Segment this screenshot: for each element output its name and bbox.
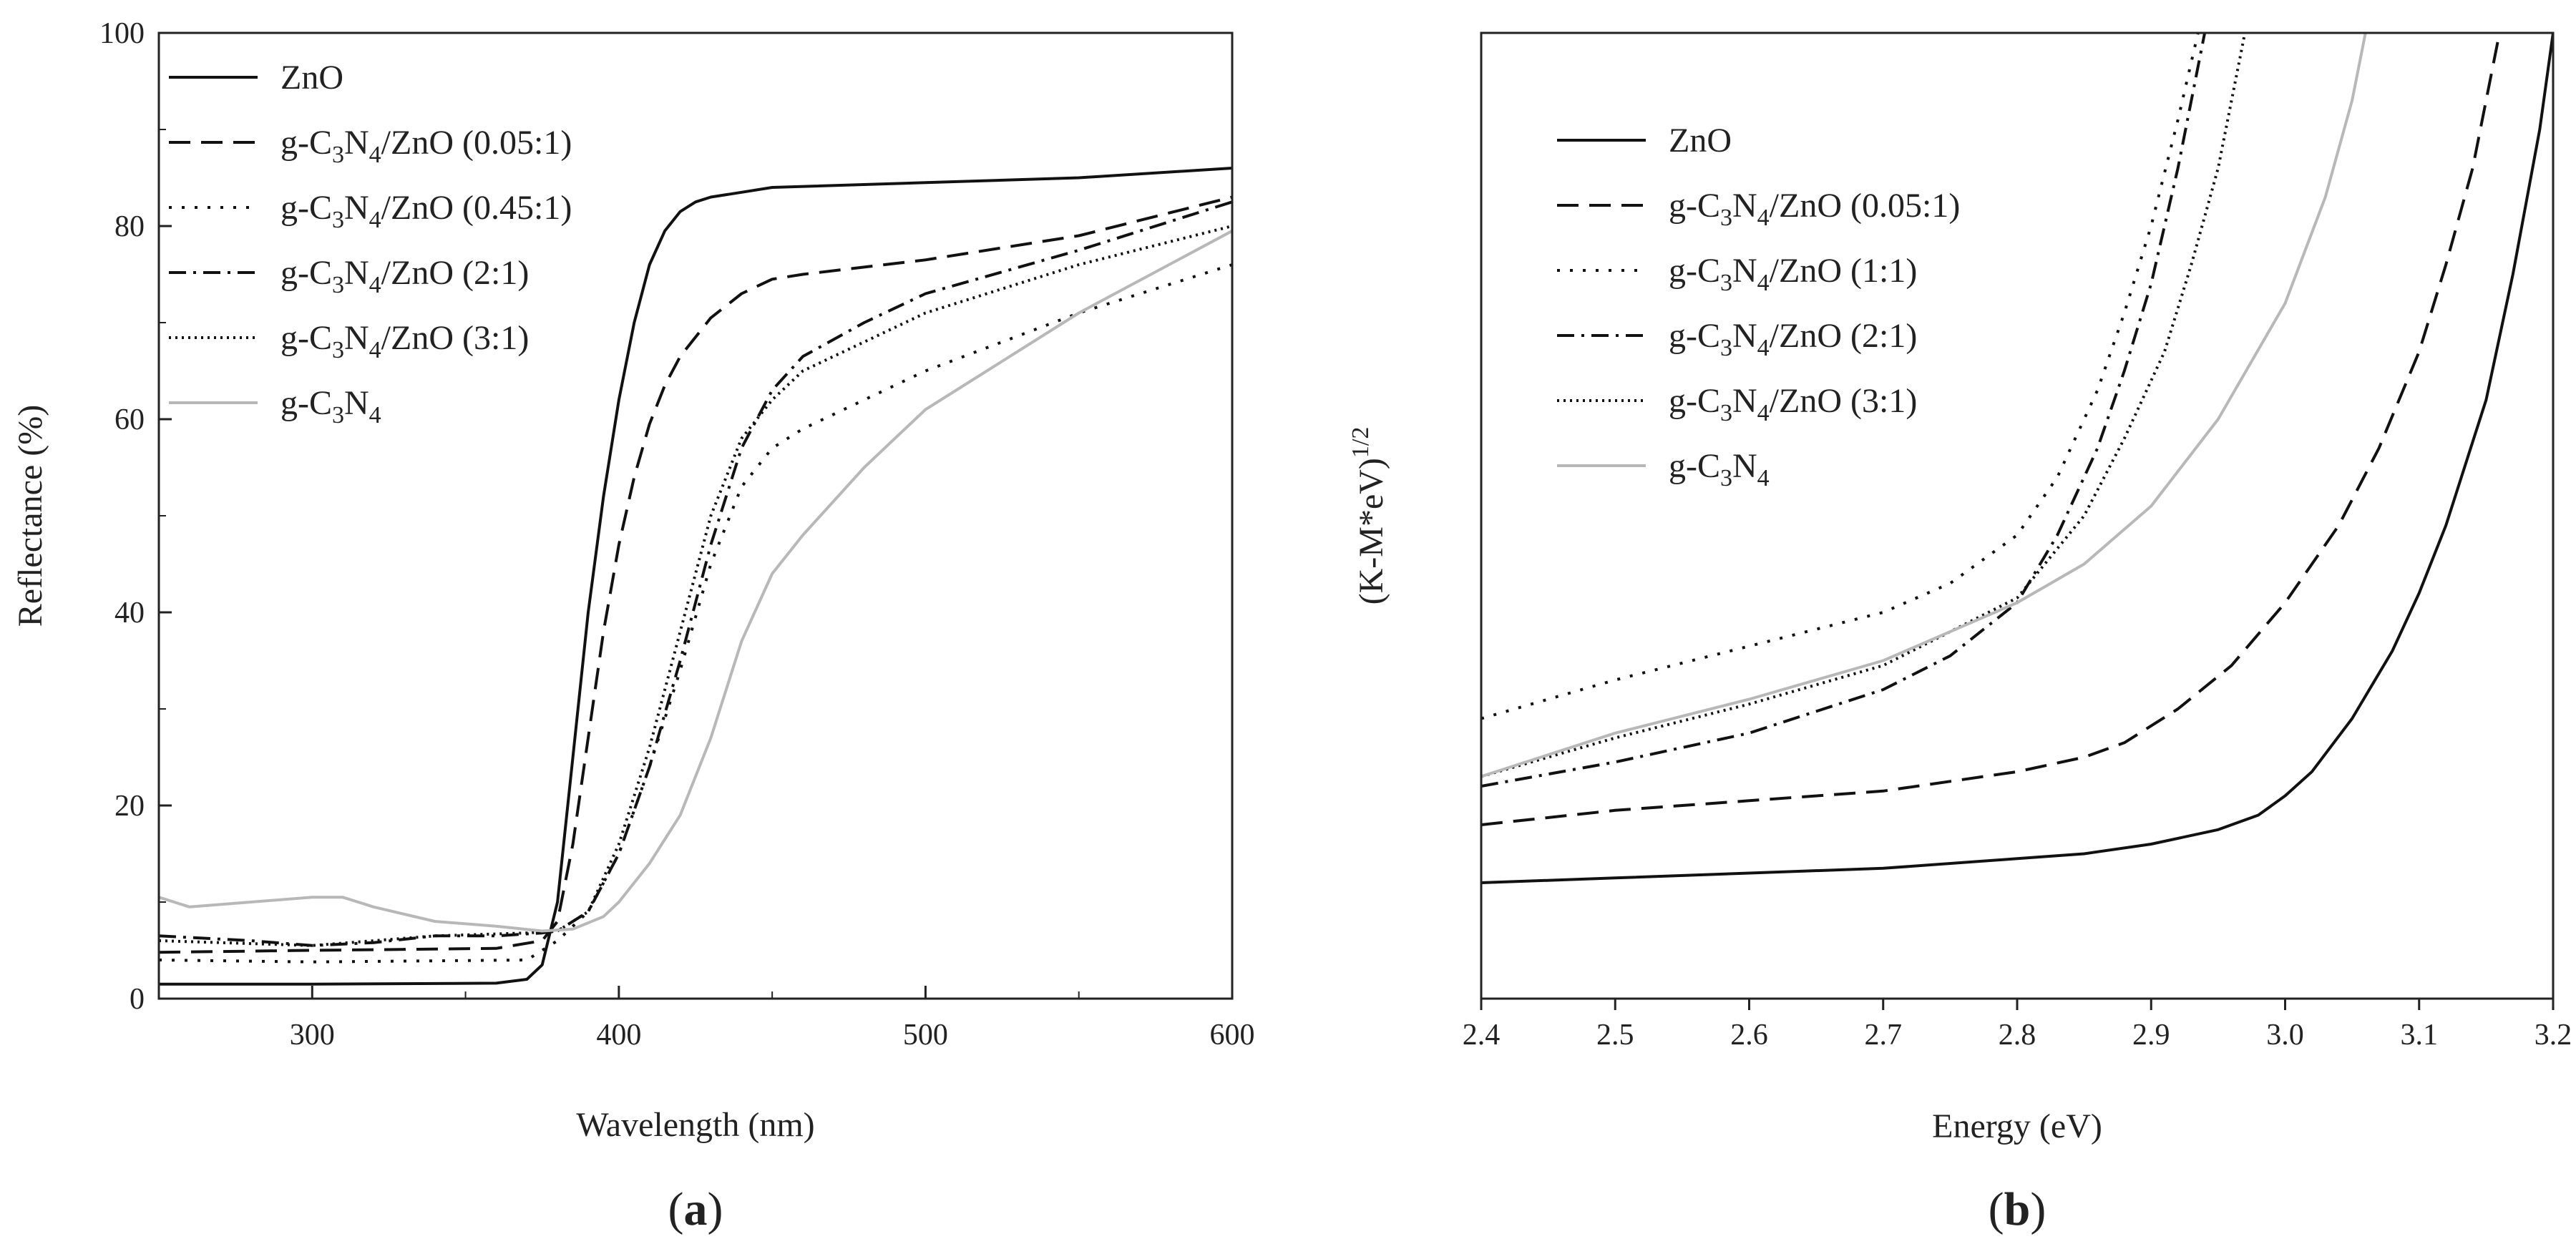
legend: ZnO g-C3N4/ZnO (0.05:1) g-C3N4/ZnO (0.45:1… <box>169 59 572 428</box>
y-axis-title: (K-M*eV)1/2 <box>1347 427 1390 605</box>
series-line-5 <box>1481 33 2247 778</box>
panel-label: (a) <box>668 1183 723 1235</box>
x-tick-label: 2.8 <box>1999 1019 2036 1052</box>
x-tick-label: 3.1 <box>2401 1019 2439 1052</box>
legend-label-3: g-C3N4/ZnO (1:1) <box>1669 252 1917 296</box>
x-tick-label: 600 <box>1210 1019 1255 1052</box>
series-line-4 <box>159 200 1232 947</box>
x-tick-label: 2.6 <box>1730 1019 1768 1052</box>
y-axis-title: Reflectance (%) <box>11 405 49 627</box>
series-line-2 <box>1481 33 2502 826</box>
legend-label-5: g-C3N4/ZnO (3:1) <box>1669 382 1917 426</box>
x-tick-label: 300 <box>290 1019 335 1052</box>
legend-label-2: g-C3N4/ZnO (0.05:1) <box>1669 187 1960 231</box>
legend-label-5: g-C3N4/ZnO (3:1) <box>280 319 529 363</box>
legend-label-1: ZnO <box>280 59 343 97</box>
series-line-1 <box>1481 33 2553 884</box>
series-group <box>1481 33 2553 884</box>
legend-label-6: g-C3N4 <box>1669 447 1770 491</box>
x-tick-label: 3.2 <box>2534 1019 2572 1052</box>
legend-label-4: g-C3N4/ZnO (2:1) <box>1669 317 1917 361</box>
chart-panel-a: 300 400 500 600 0 20 40 60 80 100 Wavelength (nm) R… <box>11 17 1255 1235</box>
y-tick-label: 20 <box>114 790 145 823</box>
legend-label-1: ZnO <box>1669 122 1732 160</box>
x-axis-title: Wavelength (nm) <box>576 1106 814 1144</box>
x-tick-label: 2.9 <box>2132 1019 2170 1052</box>
panel-label: (b) <box>1989 1183 2046 1235</box>
legend-label-6: g-C3N4 <box>280 384 381 428</box>
x-tick-label: 2.7 <box>1865 1019 1903 1052</box>
series-line-4 <box>1481 33 2207 788</box>
series-line-6 <box>1481 33 2367 778</box>
series-line-3 <box>159 263 1232 964</box>
legend-label-3: g-C3N4/ZnO (0.45:1) <box>280 189 572 233</box>
legend-label-2: g-C3N4/ZnO (0.05:1) <box>280 124 572 168</box>
plot-frame <box>1480 31 2555 1000</box>
series-line-2 <box>159 195 1232 954</box>
x-tick-label: 2.5 <box>1596 1019 1634 1052</box>
y-tick-label: 0 <box>130 983 145 1016</box>
y-tick-label: 80 <box>114 210 145 243</box>
legend-label-4: g-C3N4/ZnO (2:1) <box>280 254 529 298</box>
series-line-6 <box>159 230 1232 933</box>
y-tick-label: 40 <box>114 597 145 630</box>
x-tick-label: 400 <box>596 1019 641 1052</box>
series-line-3 <box>1481 33 2200 720</box>
series-line-5 <box>159 225 1232 947</box>
chart-panel-b: 2.4 2.5 2.6 2.7 2.8 2.9 3.0 3.1 3.2 Energy (eV) (K… <box>1347 31 2572 1235</box>
legend: ZnO g-C3N4/ZnO (0.05:1) g-C3N4/ZnO (1:1) g-… <box>1557 122 1960 491</box>
series-group <box>159 167 1232 986</box>
series-line-1 <box>159 167 1232 986</box>
x-tick-label: 2.4 <box>1463 1019 1501 1052</box>
x-tick-label: 3.0 <box>2266 1019 2304 1052</box>
x-tick-label: 500 <box>903 1019 948 1052</box>
y-tick-label: 60 <box>114 403 145 436</box>
x-axis-title: Energy (eV) <box>1932 1107 2102 1145</box>
y-tick-label: 100 <box>99 17 145 50</box>
